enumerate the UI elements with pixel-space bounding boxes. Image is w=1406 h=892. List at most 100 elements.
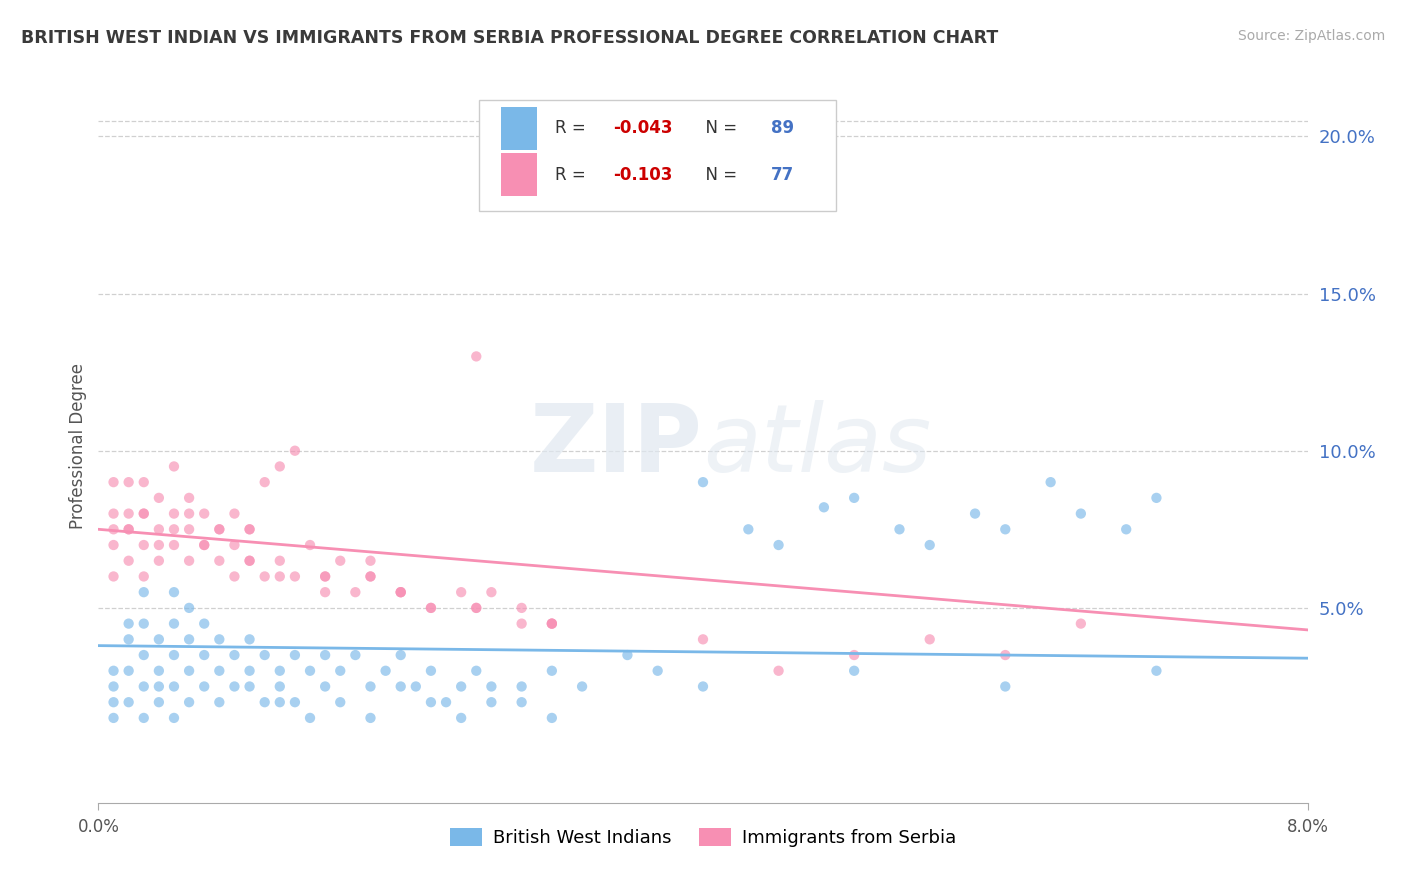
Point: [132, 616, 155, 631]
Point: [434, 695, 457, 709]
Point: [481, 680, 503, 694]
Point: [239, 554, 262, 568]
Point: [163, 648, 186, 662]
Point: [179, 554, 201, 568]
Point: [179, 632, 201, 647]
Point: [299, 711, 322, 725]
Point: [571, 680, 593, 694]
Text: BRITISH WEST INDIAN VS IMMIGRANTS FROM SERBIA PROFESSIONAL DEGREE CORRELATION CH: BRITISH WEST INDIAN VS IMMIGRANTS FROM S…: [21, 29, 998, 46]
Point: [299, 538, 322, 552]
Text: 77: 77: [770, 166, 794, 184]
Point: [193, 616, 215, 631]
Point: [314, 680, 336, 694]
Point: [284, 569, 307, 583]
Point: [163, 522, 186, 536]
Point: [918, 538, 941, 552]
Point: [269, 459, 291, 474]
Point: [994, 648, 1017, 662]
Point: [1146, 664, 1168, 678]
Point: [148, 522, 170, 536]
Point: [420, 664, 443, 678]
FancyBboxPatch shape: [479, 100, 837, 211]
Point: [465, 664, 488, 678]
Point: [132, 711, 155, 725]
Point: [239, 522, 262, 536]
Point: [1039, 475, 1062, 490]
Point: [269, 554, 291, 568]
Point: [481, 695, 503, 709]
Point: [179, 664, 201, 678]
Point: [179, 695, 201, 709]
Point: [269, 569, 291, 583]
Point: [132, 475, 155, 490]
Point: [103, 507, 125, 521]
Point: [510, 695, 533, 709]
Text: R =: R =: [555, 120, 592, 137]
Point: [239, 632, 262, 647]
Point: [465, 600, 488, 615]
Point: [329, 554, 352, 568]
Point: [284, 695, 307, 709]
Point: [103, 711, 125, 725]
Point: [465, 600, 488, 615]
Point: [179, 522, 201, 536]
Point: [224, 648, 246, 662]
Point: [208, 632, 231, 647]
Point: [208, 554, 231, 568]
Point: [239, 554, 262, 568]
Point: [132, 648, 155, 662]
Point: [239, 680, 262, 694]
Point: [510, 600, 533, 615]
Point: [918, 632, 941, 647]
Point: [374, 664, 396, 678]
FancyBboxPatch shape: [501, 107, 537, 150]
Point: [193, 538, 215, 552]
Point: [540, 616, 562, 631]
Point: [1115, 522, 1137, 536]
Point: [132, 680, 155, 694]
Point: [692, 632, 714, 647]
Text: -0.103: -0.103: [613, 166, 673, 184]
Point: [148, 554, 170, 568]
Point: [389, 585, 412, 599]
Point: [118, 695, 141, 709]
Point: [329, 695, 352, 709]
Point: [118, 664, 141, 678]
Point: [132, 538, 155, 552]
Point: [163, 616, 186, 631]
Point: [344, 648, 367, 662]
Point: [965, 507, 987, 521]
Point: [389, 585, 412, 599]
Point: [314, 569, 336, 583]
Point: [269, 695, 291, 709]
Point: [768, 538, 790, 552]
Point: [132, 507, 155, 521]
Text: atlas: atlas: [703, 401, 931, 491]
Point: [692, 680, 714, 694]
Point: [239, 522, 262, 536]
Point: [465, 350, 488, 364]
Point: [208, 522, 231, 536]
Text: ZIP: ZIP: [530, 400, 703, 492]
Point: [118, 616, 141, 631]
Point: [118, 522, 141, 536]
Point: [253, 475, 276, 490]
Point: [103, 522, 125, 536]
Point: [844, 664, 866, 678]
Point: [284, 648, 307, 662]
Text: N =: N =: [695, 166, 742, 184]
Point: [1146, 491, 1168, 505]
Point: [450, 680, 472, 694]
Point: [224, 507, 246, 521]
Point: [224, 569, 246, 583]
Point: [692, 475, 714, 490]
Point: [103, 680, 125, 694]
Point: [450, 711, 472, 725]
Point: [163, 585, 186, 599]
Point: [224, 680, 246, 694]
Point: [193, 538, 215, 552]
Point: [389, 648, 412, 662]
Point: [253, 695, 276, 709]
Point: [103, 664, 125, 678]
Point: [103, 475, 125, 490]
